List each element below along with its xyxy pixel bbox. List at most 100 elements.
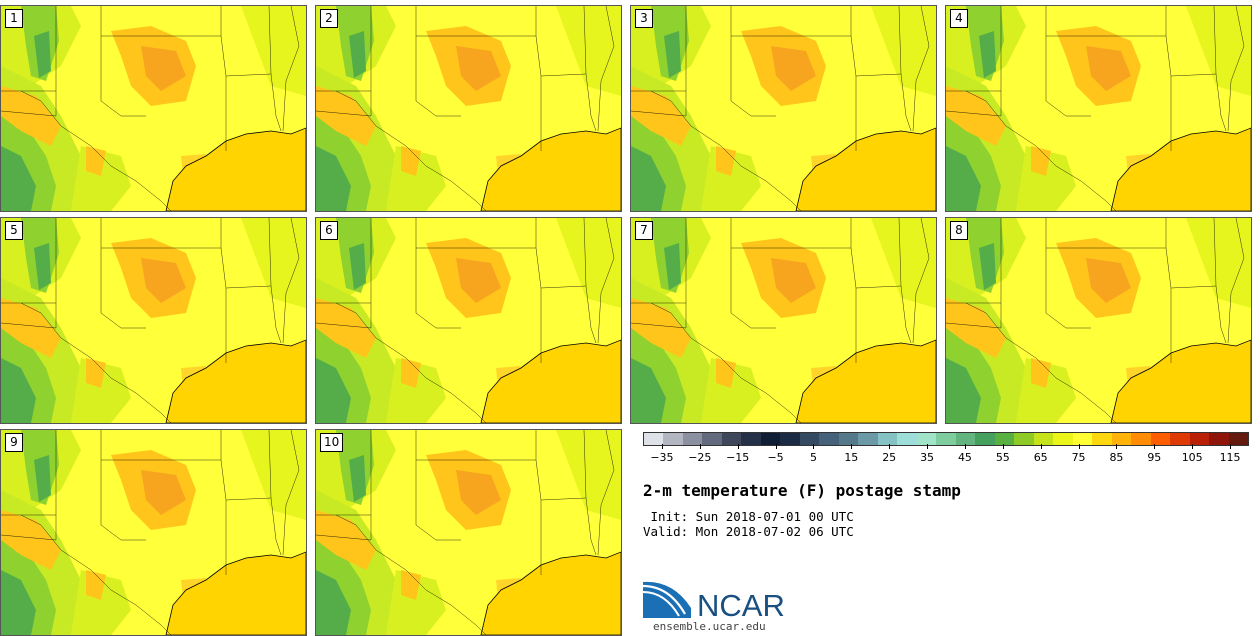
map-image [631,218,936,423]
colorbar-swatch [897,433,917,445]
colorbar-swatch [1072,433,1093,445]
colorbar-swatch [1189,433,1210,445]
colorbar [643,432,1249,446]
colorbar-swatch [741,433,761,445]
map-panel: 1 [0,5,307,212]
logo-text: NCAR [697,588,785,620]
map-image [316,6,621,211]
colorbar-swatch [1053,433,1073,445]
colorbar-tick-label: 115 [1219,451,1241,464]
colorbar-swatch [994,433,1015,445]
map-image [1,430,306,635]
colorbar-tick-label: −25 [688,451,712,464]
colorbar-tick [1192,444,1194,449]
colorbar-swatch [663,433,683,445]
colorbar-tick-label: 25 [882,451,897,464]
colorbar-tick-label: −35 [650,451,674,464]
map-panel: 5 [0,217,307,424]
map-image [1,6,306,211]
map-image [631,6,936,211]
colorbar-tick [1078,444,1080,449]
panel-number-label: 5 [5,221,23,240]
valid-time: Valid: Mon 2018-07-02 06 UTC [643,524,854,539]
colorbar-tick-label: 105 [1181,451,1203,464]
panel-number-label: 2 [320,9,338,28]
colorbar-swatch [1228,433,1249,445]
colorbar-swatch [955,433,976,445]
map-panel: 9 [0,429,307,636]
colorbar-swatch [702,433,722,445]
colorbar-swatch [1033,433,1054,445]
colorbar-swatch [644,433,664,445]
colorbar-swatch [760,433,781,445]
colorbar-swatch [1111,433,1132,445]
colorbar-swatch [838,433,859,445]
colorbar-tick-label: 35 [920,451,935,464]
colorbar-tick [851,444,853,449]
panel-number-label: 6 [320,221,338,240]
colorbar-swatch [1092,433,1112,445]
logo-url: ensemble.ucar.edu [653,620,766,633]
map-panel: 7 [630,217,937,424]
map-panel: 8 [945,217,1252,424]
map-panel: 3 [630,5,937,212]
panel-number-label: 10 [320,433,344,452]
colorbar-swatch [780,433,800,445]
panel-number-label: 4 [950,9,968,28]
colorbar-tick-label: 85 [1109,451,1124,464]
colorbar-swatch [1209,433,1229,445]
colorbar-tick [927,444,929,449]
map-panel: 4 [945,5,1252,212]
panel-number-label: 8 [950,221,968,240]
page-title: 2-m temperature (F) postage stamp [643,481,961,500]
colorbar-swatch [858,433,878,445]
init-time: Init: Sun 2018-07-01 00 UTC [643,509,854,524]
colorbar-tick-label: 55 [995,451,1010,464]
colorbar-swatch [936,433,956,445]
colorbar-swatch [1150,433,1171,445]
panel-number-label: 3 [635,9,653,28]
colorbar-tick [1154,444,1156,449]
colorbar-swatch [1131,433,1151,445]
panel-number-label: 9 [5,433,23,452]
colorbar-swatch [799,433,820,445]
colorbar-tick-label: 95 [1147,451,1162,464]
colorbar-ticks: −35 −25 −15 −5 5 15 25 35 45 55 65 75 85 95 105 115 [643,444,1249,466]
ncar-logo: NCAR [643,581,785,620]
colorbar-tick [813,444,815,449]
map-image [946,218,1251,423]
map-panel: 2 [315,5,622,212]
map-image [316,430,621,635]
colorbar-tick-label: −5 [767,451,784,464]
colorbar-swatch [1170,433,1190,445]
colorbar-tick [1040,444,1042,449]
colorbar-tick [661,444,663,449]
colorbar-tick-label: 75 [1071,451,1086,464]
colorbar-swatch [1014,433,1034,445]
colorbar-tick-label: 65 [1033,451,1048,464]
colorbar-tick-label: −15 [726,451,750,464]
map-image [1,218,306,423]
map-image [946,6,1251,211]
colorbar-swatch [877,433,898,445]
colorbar-tick-label: 45 [957,451,972,464]
panel-number-label: 1 [5,9,23,28]
colorbar-tick [964,444,966,449]
panel-number-label: 7 [635,221,653,240]
colorbar-swatch [916,433,937,445]
colorbar-tick [1002,444,1004,449]
colorbar-tick [1230,444,1232,449]
colorbar-swatch [721,433,742,445]
map-image [316,218,621,423]
colorbar-tick-label: 5 [809,451,817,464]
colorbar-tick [737,444,739,449]
colorbar-tick-label: 15 [844,451,859,464]
colorbar-swatch [682,433,703,445]
map-panel: 10 [315,429,622,636]
map-panel: 6 [315,217,622,424]
colorbar-tick [775,444,777,449]
colorbar-swatch [975,433,995,445]
colorbar-tick [699,444,701,449]
colorbar-swatch [819,433,839,445]
colorbar-tick [1116,444,1118,449]
